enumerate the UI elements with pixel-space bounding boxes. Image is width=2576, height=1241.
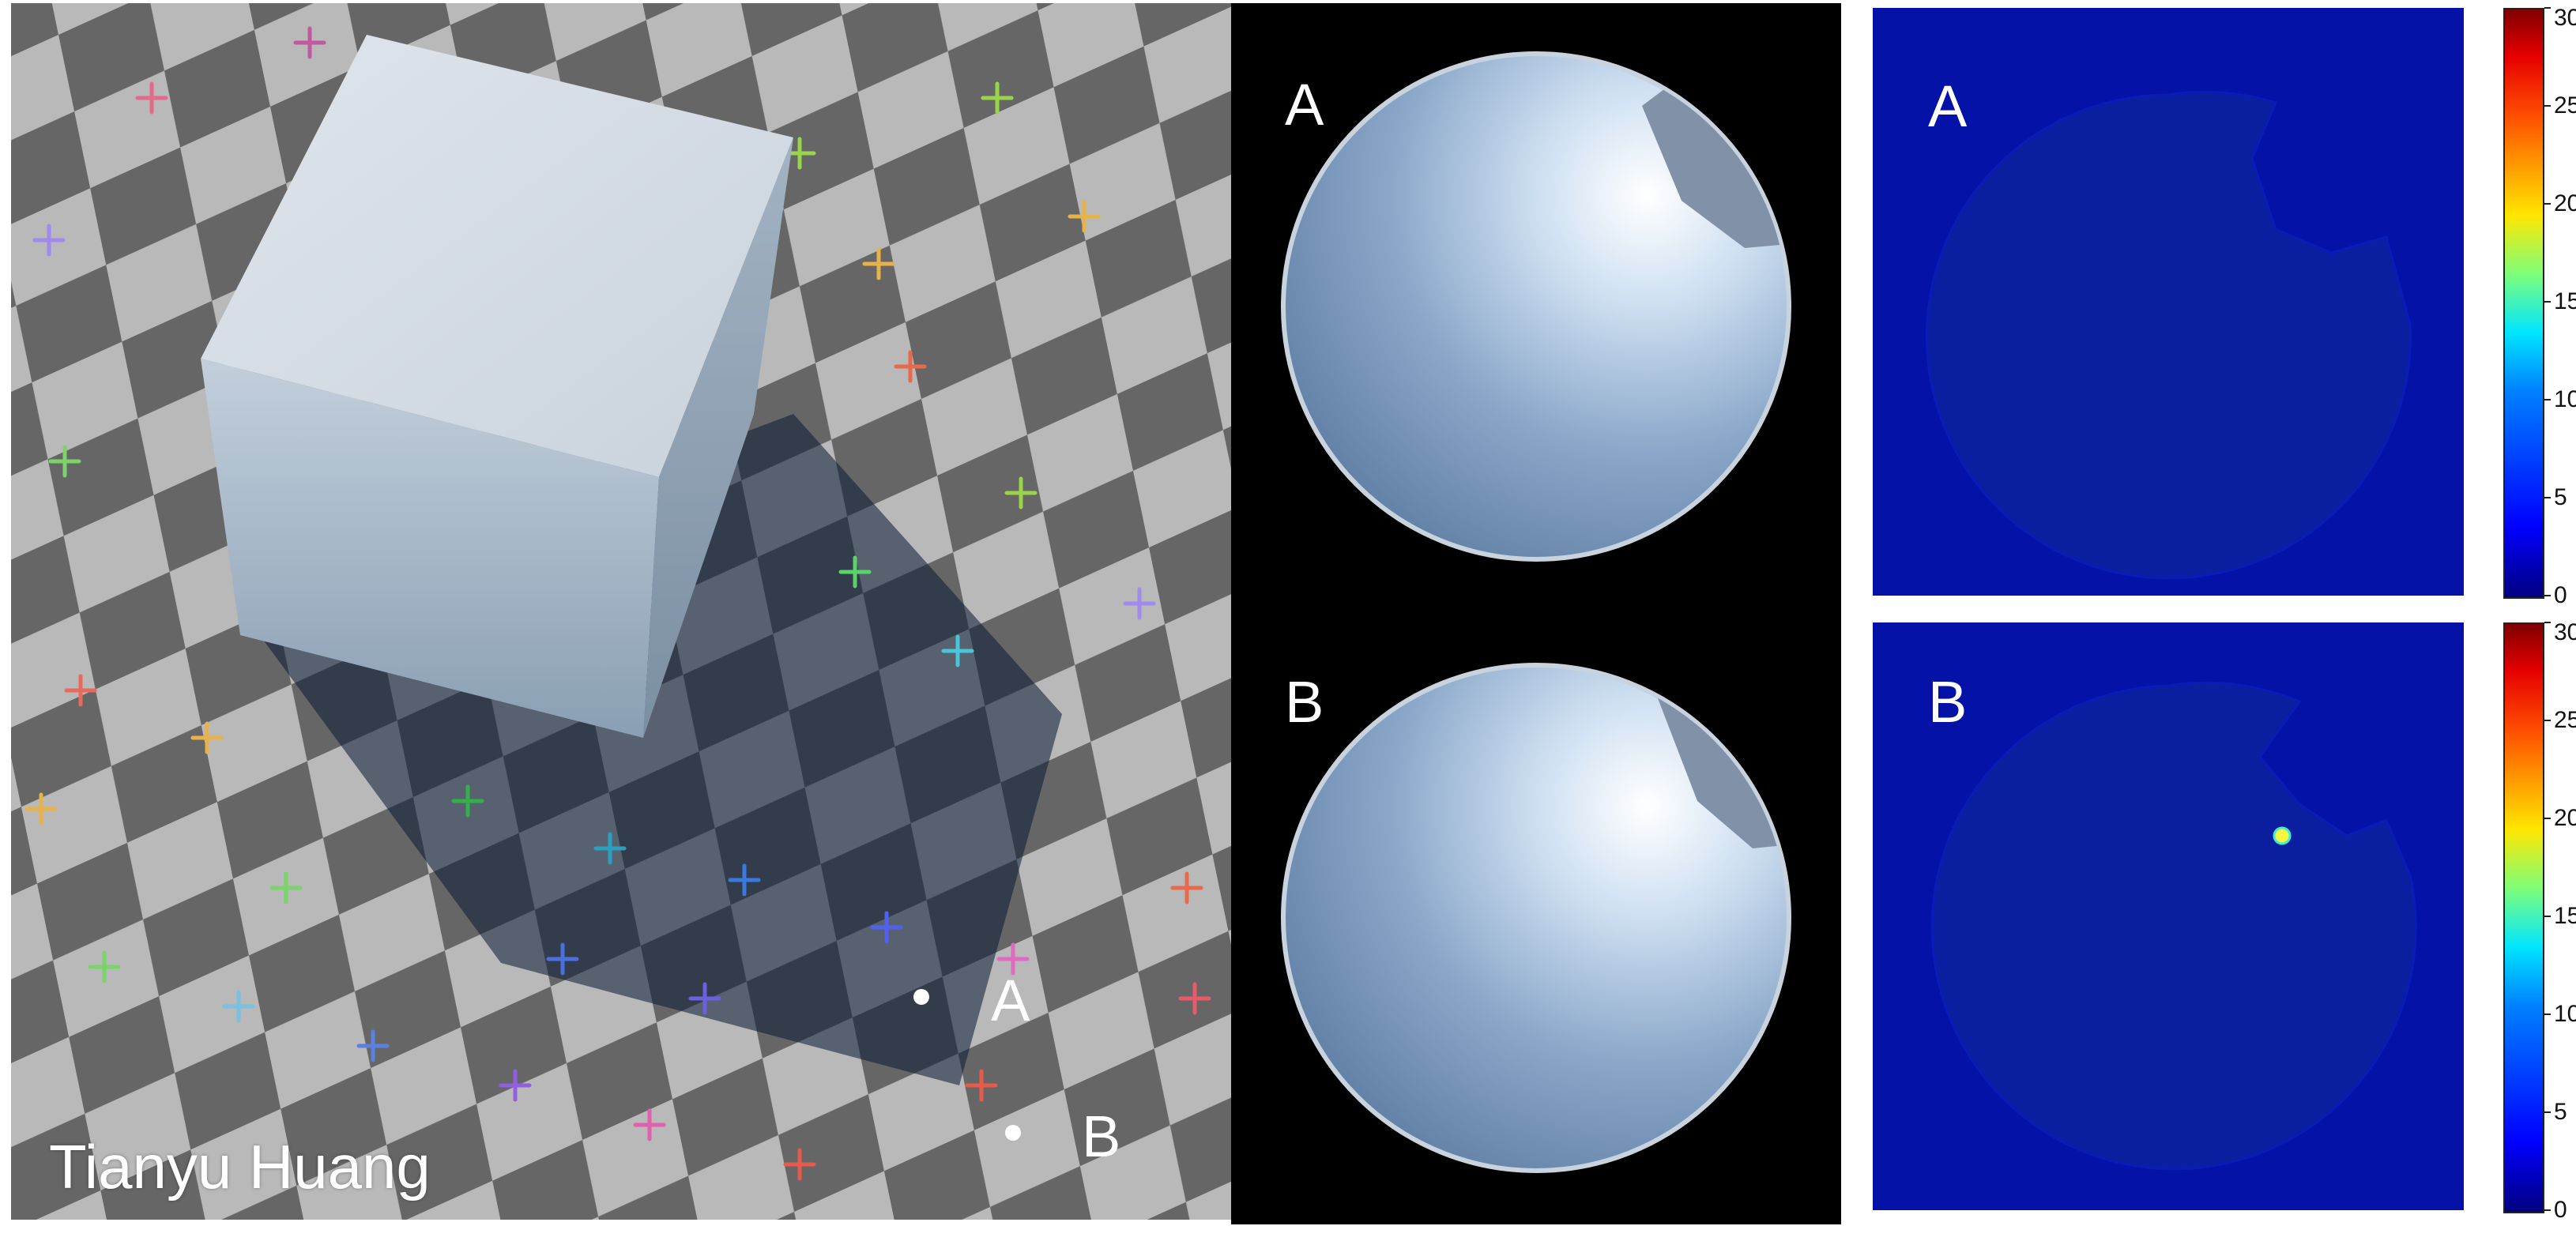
colorbar-tickmark [2544,1111,2551,1113]
colorbar-tickmark [2544,399,2551,401]
colorbar-tick-label: 5 [2554,484,2567,510]
colorbar-tick-label: 5 [2554,1099,2567,1125]
heatmap-a-label: A [1928,73,1968,139]
cube-side-face [643,137,793,738]
colorbar-tickmark [2544,595,2551,596]
colorbar-tickmark [2544,497,2551,498]
colorbar-tickmark [2544,105,2551,107]
colorbar-tick-label: 10 [2554,386,2576,412]
colorbar-tick-label: 20 [2554,190,2576,216]
heatmap-a-plot [1873,8,2464,596]
heatmap-b: B [1873,622,2464,1210]
colorbar-tickmark [2544,720,2551,721]
heatmap-b-disc [1930,681,2417,1171]
probe-point-b [1005,1125,1021,1141]
heatmap-a: A [1873,8,2464,596]
heatmap-b-label: B [1928,669,1968,735]
colorbar-tickmark [2544,1209,2551,1211]
author-credit: Tianyu Huang [49,1132,431,1202]
heatmap-a-disc [1925,91,2412,580]
colorbar-tickmark [2544,916,2551,917]
colorbar-tick-label: 30 [2554,619,2576,645]
colorbar-tick-label: 25 [2554,707,2576,733]
fisheye-a [1281,51,1791,562]
point-b-label: B [1082,1104,1121,1169]
colorbar-tick-label: 20 [2554,805,2576,831]
heatmap-b-plot [1873,622,2464,1210]
fisheye-maps [1281,51,1791,1173]
cube-top-face [201,35,793,477]
point-a-label: A [991,968,1030,1033]
scene-render [11,3,1231,1220]
colorbar-tickmark [2544,1013,2551,1015]
fisheye-a-label: A [1285,72,1324,137]
colorbar-tick-label: 15 [2554,903,2576,929]
heatmap-b-hotspot [2273,826,2292,845]
colorbar-tick-label: 25 [2554,92,2576,118]
colorbar-bottom [2503,622,2544,1213]
colorbar-tickmark [2544,301,2551,303]
colorbar-tick-label: 0 [2554,582,2567,608]
scene-render-panel: A B Tianyu Huang [11,3,1231,1220]
colorbar-tickmark [2544,7,2551,9]
colorbar-top [2503,8,2544,599]
fisheye-panel: A B [1231,3,1841,1224]
fisheye-b [1281,663,1791,1173]
colorbar-tick-label: 15 [2554,288,2576,314]
probe-point-a [913,989,929,1005]
floor-crosses [24,26,1211,1181]
fisheye-b-label: B [1285,669,1324,735]
cube-front-face [201,359,659,738]
colorbar-tick-label: 0 [2554,1197,2567,1223]
colorbar-tickmark [2544,203,2551,205]
colorbar-tick-label: 30 [2554,5,2576,31]
colorbar-tick-label: 10 [2554,1001,2576,1027]
colorbar-tickmark [2544,818,2551,819]
colorbar-tickmark [2544,622,2551,623]
